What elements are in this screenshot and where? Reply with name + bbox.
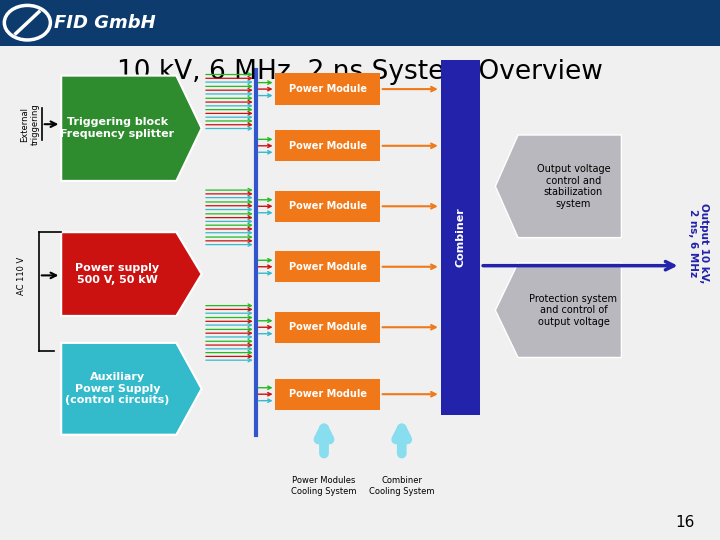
- Polygon shape: [495, 135, 621, 238]
- FancyBboxPatch shape: [0, 0, 720, 46]
- Text: 16: 16: [675, 515, 695, 530]
- Text: Power Module: Power Module: [289, 84, 366, 94]
- Text: Auxiliary
Power Supply
(control circuits): Auxiliary Power Supply (control circuits…: [66, 372, 169, 406]
- Text: Power Module: Power Module: [289, 201, 366, 211]
- Text: Power Module: Power Module: [289, 389, 366, 399]
- Polygon shape: [495, 263, 621, 357]
- Text: Combiner: Combiner: [456, 208, 465, 267]
- FancyBboxPatch shape: [275, 73, 380, 105]
- Text: Triggering block
Frequency splitter: Triggering block Frequency splitter: [60, 117, 174, 139]
- Polygon shape: [61, 76, 202, 181]
- Text: Power Module: Power Module: [289, 262, 366, 272]
- Text: Output 10 kV,
2 ns, 6 MHz: Output 10 kV, 2 ns, 6 MHz: [688, 203, 709, 283]
- Text: Protection system
and control of
output voltage: Protection system and control of output …: [529, 294, 618, 327]
- Text: Combiner
Cooling System: Combiner Cooling System: [369, 476, 434, 496]
- FancyBboxPatch shape: [275, 191, 380, 222]
- FancyBboxPatch shape: [275, 130, 380, 161]
- Text: External
triggering: External triggering: [21, 103, 40, 145]
- FancyBboxPatch shape: [275, 251, 380, 282]
- Polygon shape: [61, 343, 202, 435]
- FancyBboxPatch shape: [441, 60, 480, 415]
- Text: AC 110 V: AC 110 V: [17, 256, 26, 294]
- Text: Power supply
500 V, 50 kW: Power supply 500 V, 50 kW: [76, 263, 159, 285]
- Text: Output voltage
control and
stabilization
system: Output voltage control and stabilization…: [536, 164, 611, 208]
- Text: Power Modules
Cooling System: Power Modules Cooling System: [292, 476, 356, 496]
- Text: Power Module: Power Module: [289, 141, 366, 151]
- Text: FID GmbH: FID GmbH: [54, 14, 156, 32]
- Polygon shape: [61, 232, 202, 316]
- Text: 10 kV, 6 MHz, 2 ns System Overview: 10 kV, 6 MHz, 2 ns System Overview: [117, 59, 603, 85]
- Text: Power Module: Power Module: [289, 322, 366, 332]
- FancyBboxPatch shape: [275, 379, 380, 410]
- FancyBboxPatch shape: [275, 312, 380, 343]
